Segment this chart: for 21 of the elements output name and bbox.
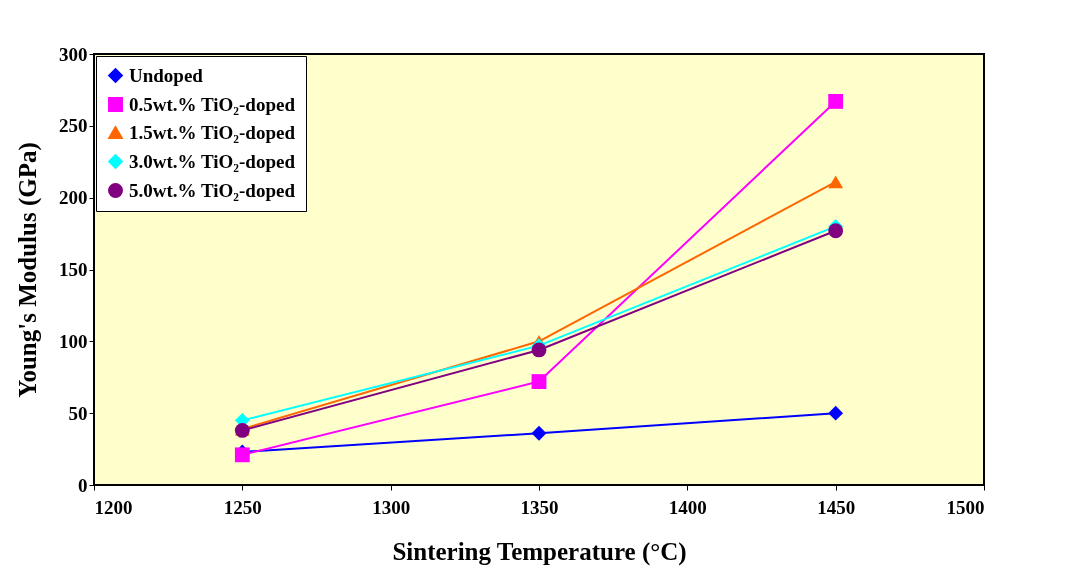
y-tick-label: 150 xyxy=(59,259,88,280)
legend-label: 0.5wt.% TiO₂-doped xyxy=(129,93,296,115)
y-tick-label: 250 xyxy=(59,115,88,137)
y-tick-label: 0 xyxy=(78,474,88,496)
legend-label: 1.5wt.% TiO₂-doped xyxy=(129,121,296,143)
legend-label: 5.0wt.% TiO₂-doped xyxy=(129,179,296,201)
y-axis-title: Young's Modulus (GPa) xyxy=(14,142,42,398)
x-tick-label: 1400 xyxy=(668,496,707,518)
x-tick-label: 1500 xyxy=(946,496,985,518)
y-tick-label: 300 xyxy=(59,43,88,65)
x-axis-title: Sintering Temperature (°C) xyxy=(392,537,687,566)
y-tick-label: 100 xyxy=(59,330,88,352)
legend-label: 3.0wt.% TiO₂-doped xyxy=(129,150,296,172)
legend-label: Undoped xyxy=(129,64,204,86)
x-tick-label: 1200 xyxy=(94,496,133,518)
x-tick-label: 1450 xyxy=(817,496,856,518)
y-tick-label: 200 xyxy=(59,187,88,209)
y-tick-label: 50 xyxy=(68,402,88,424)
x-tick-label: 1250 xyxy=(223,496,262,518)
x-tick-label: 1350 xyxy=(520,496,559,518)
x-tick-label: 1300 xyxy=(372,496,411,518)
